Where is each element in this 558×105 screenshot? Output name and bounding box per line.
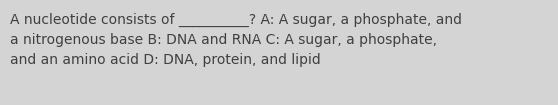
Text: A nucleotide consists of __________? A: A sugar, a phosphate, and
a nitrogenous : A nucleotide consists of __________? A: … — [10, 13, 462, 67]
